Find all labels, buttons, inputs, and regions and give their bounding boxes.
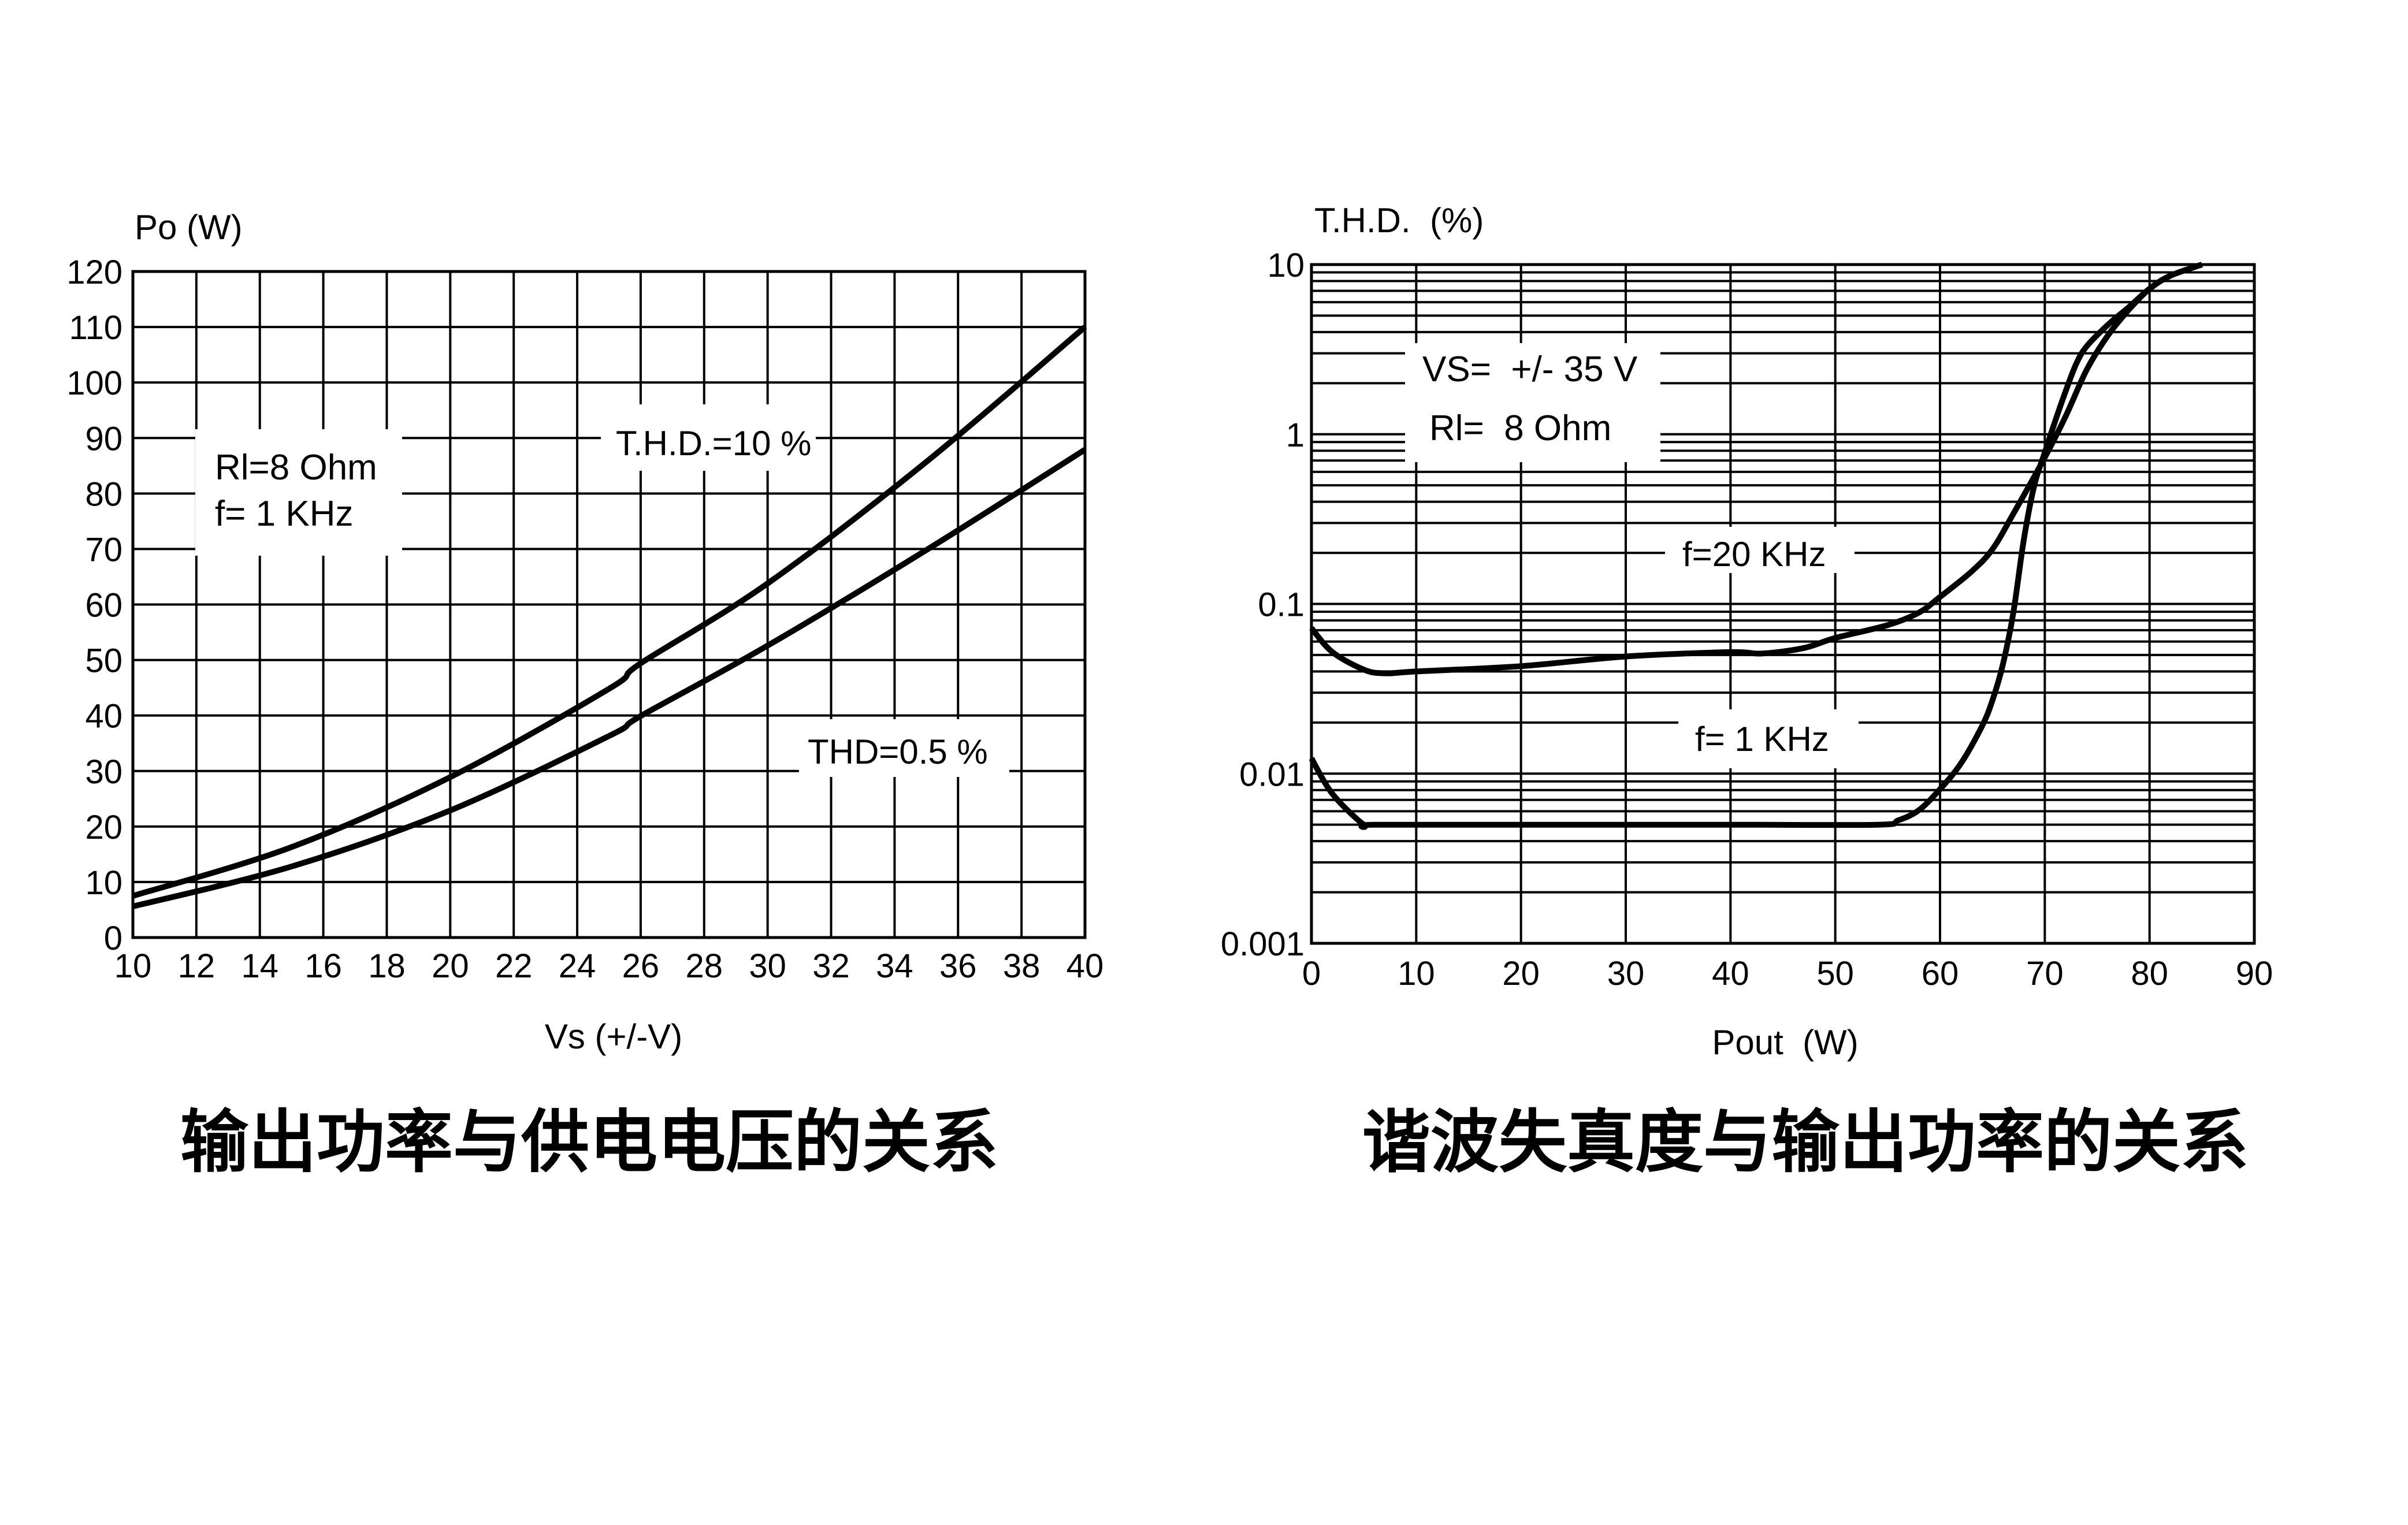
x-tick-label: 24 xyxy=(559,947,596,985)
right-series xyxy=(1309,262,2203,830)
y-tick-label: 120 xyxy=(66,254,122,291)
y-tick-label: 100 xyxy=(66,364,122,402)
y-tick-label: 110 xyxy=(69,309,122,347)
x-tick-label: 30 xyxy=(749,947,786,985)
y-tick-label: 40 xyxy=(85,698,122,735)
left-tick-labels: 10 12 14 16 18 20 22 24 26 28 30 32 34 36 38 4001020304… xyxy=(66,254,1103,985)
y-tick-label: 0.01 xyxy=(1239,756,1305,793)
x-tick-label: 18 xyxy=(368,947,406,985)
x-tick-label: 40 xyxy=(1066,947,1104,985)
y-tick-label: 0.001 xyxy=(1221,925,1305,963)
left-y-axis-label: Po (W) xyxy=(135,208,243,247)
left-note-frequency: f= 1 KHz xyxy=(215,494,354,534)
y-tick-label: 70 xyxy=(85,531,122,568)
y-tick-label: 0.1 xyxy=(1258,586,1305,624)
y-tick-label: 20 xyxy=(85,809,122,846)
left-grid xyxy=(132,270,1086,939)
x-tick-label: 32 xyxy=(812,947,850,985)
x-tick-label: 22 xyxy=(495,947,533,985)
right-plot-frame xyxy=(1310,263,2256,945)
x-tick-label: 36 xyxy=(939,947,977,985)
left-plot-frame xyxy=(131,270,1087,939)
y-tick-label: 10 xyxy=(85,864,122,902)
y-tick-label: 30 xyxy=(85,753,122,791)
x-tick-label: 28 xyxy=(686,947,723,985)
y-tick-label: 80 xyxy=(85,475,122,513)
thd-vs-output-power-chart: 0 10 20 30 40 50 60 70 80 90 0.001 0.01 0.1 1 10 T.H.D… xyxy=(1221,201,2273,1062)
x-tick-label: 14 xyxy=(241,947,278,985)
y-tick-label: 0 xyxy=(104,920,122,957)
x-tick-label: 16 xyxy=(304,947,342,985)
right-chart-title: 谐波失真度与输出功率的关系 xyxy=(1362,1102,2249,1182)
series-line xyxy=(132,447,1087,910)
y-tick-label: 50 xyxy=(85,642,122,680)
left-annotation-masks xyxy=(195,404,1009,777)
x-tick-label: 38 xyxy=(1003,947,1041,985)
series-label-thd-10: T.H.D.=10 % xyxy=(616,424,811,463)
left-series xyxy=(132,325,1087,910)
y-tick-label: 90 xyxy=(85,420,122,458)
series-label-thd-0-5: THD=0.5 % xyxy=(808,732,988,771)
right-tick-labels: 0 10 20 30 40 50 60 70 80 90 0.001 0.01 0.1 1 10 xyxy=(1221,247,2273,992)
series-label-20khz: f=20 KHz xyxy=(1682,535,1826,574)
x-tick-label: 26 xyxy=(622,947,660,985)
x-tick-label: 50 xyxy=(1816,955,1854,992)
right-y-axis-label: T.H.D. (%) xyxy=(1314,201,1484,240)
y-tick-label: 1 xyxy=(1286,416,1305,454)
x-tick-label: 80 xyxy=(2131,955,2168,992)
x-tick-label: 34 xyxy=(876,947,913,985)
series-label-1khz: f= 1 KHz xyxy=(1695,720,1829,758)
x-tick-label: 60 xyxy=(1922,955,1959,992)
x-tick-label: 90 xyxy=(2236,955,2273,992)
y-tick-label: 10 xyxy=(1267,247,1305,284)
left-x-axis-label: Vs (+/-V) xyxy=(545,1017,682,1056)
x-tick-label: 0 xyxy=(1302,955,1321,992)
left-note-load: Rl=8 Ohm xyxy=(215,448,377,488)
right-x-axis-label: Pout (W) xyxy=(1712,1023,1858,1062)
output-power-vs-supply-voltage-chart: 10 12 14 16 18 20 22 24 26 28 30 32 34 36 38 4001020304… xyxy=(66,208,1103,1056)
x-tick-label: 40 xyxy=(1712,955,1749,992)
right-annotation-masks xyxy=(1405,343,1859,768)
x-tick-label: 30 xyxy=(1607,955,1645,992)
x-tick-label: 20 xyxy=(1502,955,1540,992)
x-tick-label: 10 xyxy=(114,947,152,985)
x-tick-label: 12 xyxy=(178,947,215,985)
x-tick-label: 20 xyxy=(432,947,469,985)
series-line xyxy=(1309,262,2203,830)
x-tick-label: 10 xyxy=(1398,955,1435,992)
right-note-load: Rl= 8 Ohm xyxy=(1429,408,1611,448)
x-tick-label: 70 xyxy=(2026,955,2064,992)
y-tick-label: 60 xyxy=(85,587,122,624)
left-chart-title: 输出功率与供电电压的关系 xyxy=(180,1102,999,1182)
right-note-supply: VS= +/- 35 V xyxy=(1422,349,1638,389)
series-line xyxy=(132,325,1087,899)
series-line xyxy=(1309,262,2203,676)
